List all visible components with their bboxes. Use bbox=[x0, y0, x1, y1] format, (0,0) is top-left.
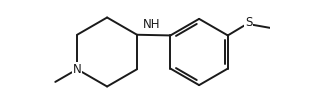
Text: N: N bbox=[73, 63, 82, 76]
Text: S: S bbox=[245, 16, 252, 29]
Text: NH: NH bbox=[143, 18, 160, 31]
